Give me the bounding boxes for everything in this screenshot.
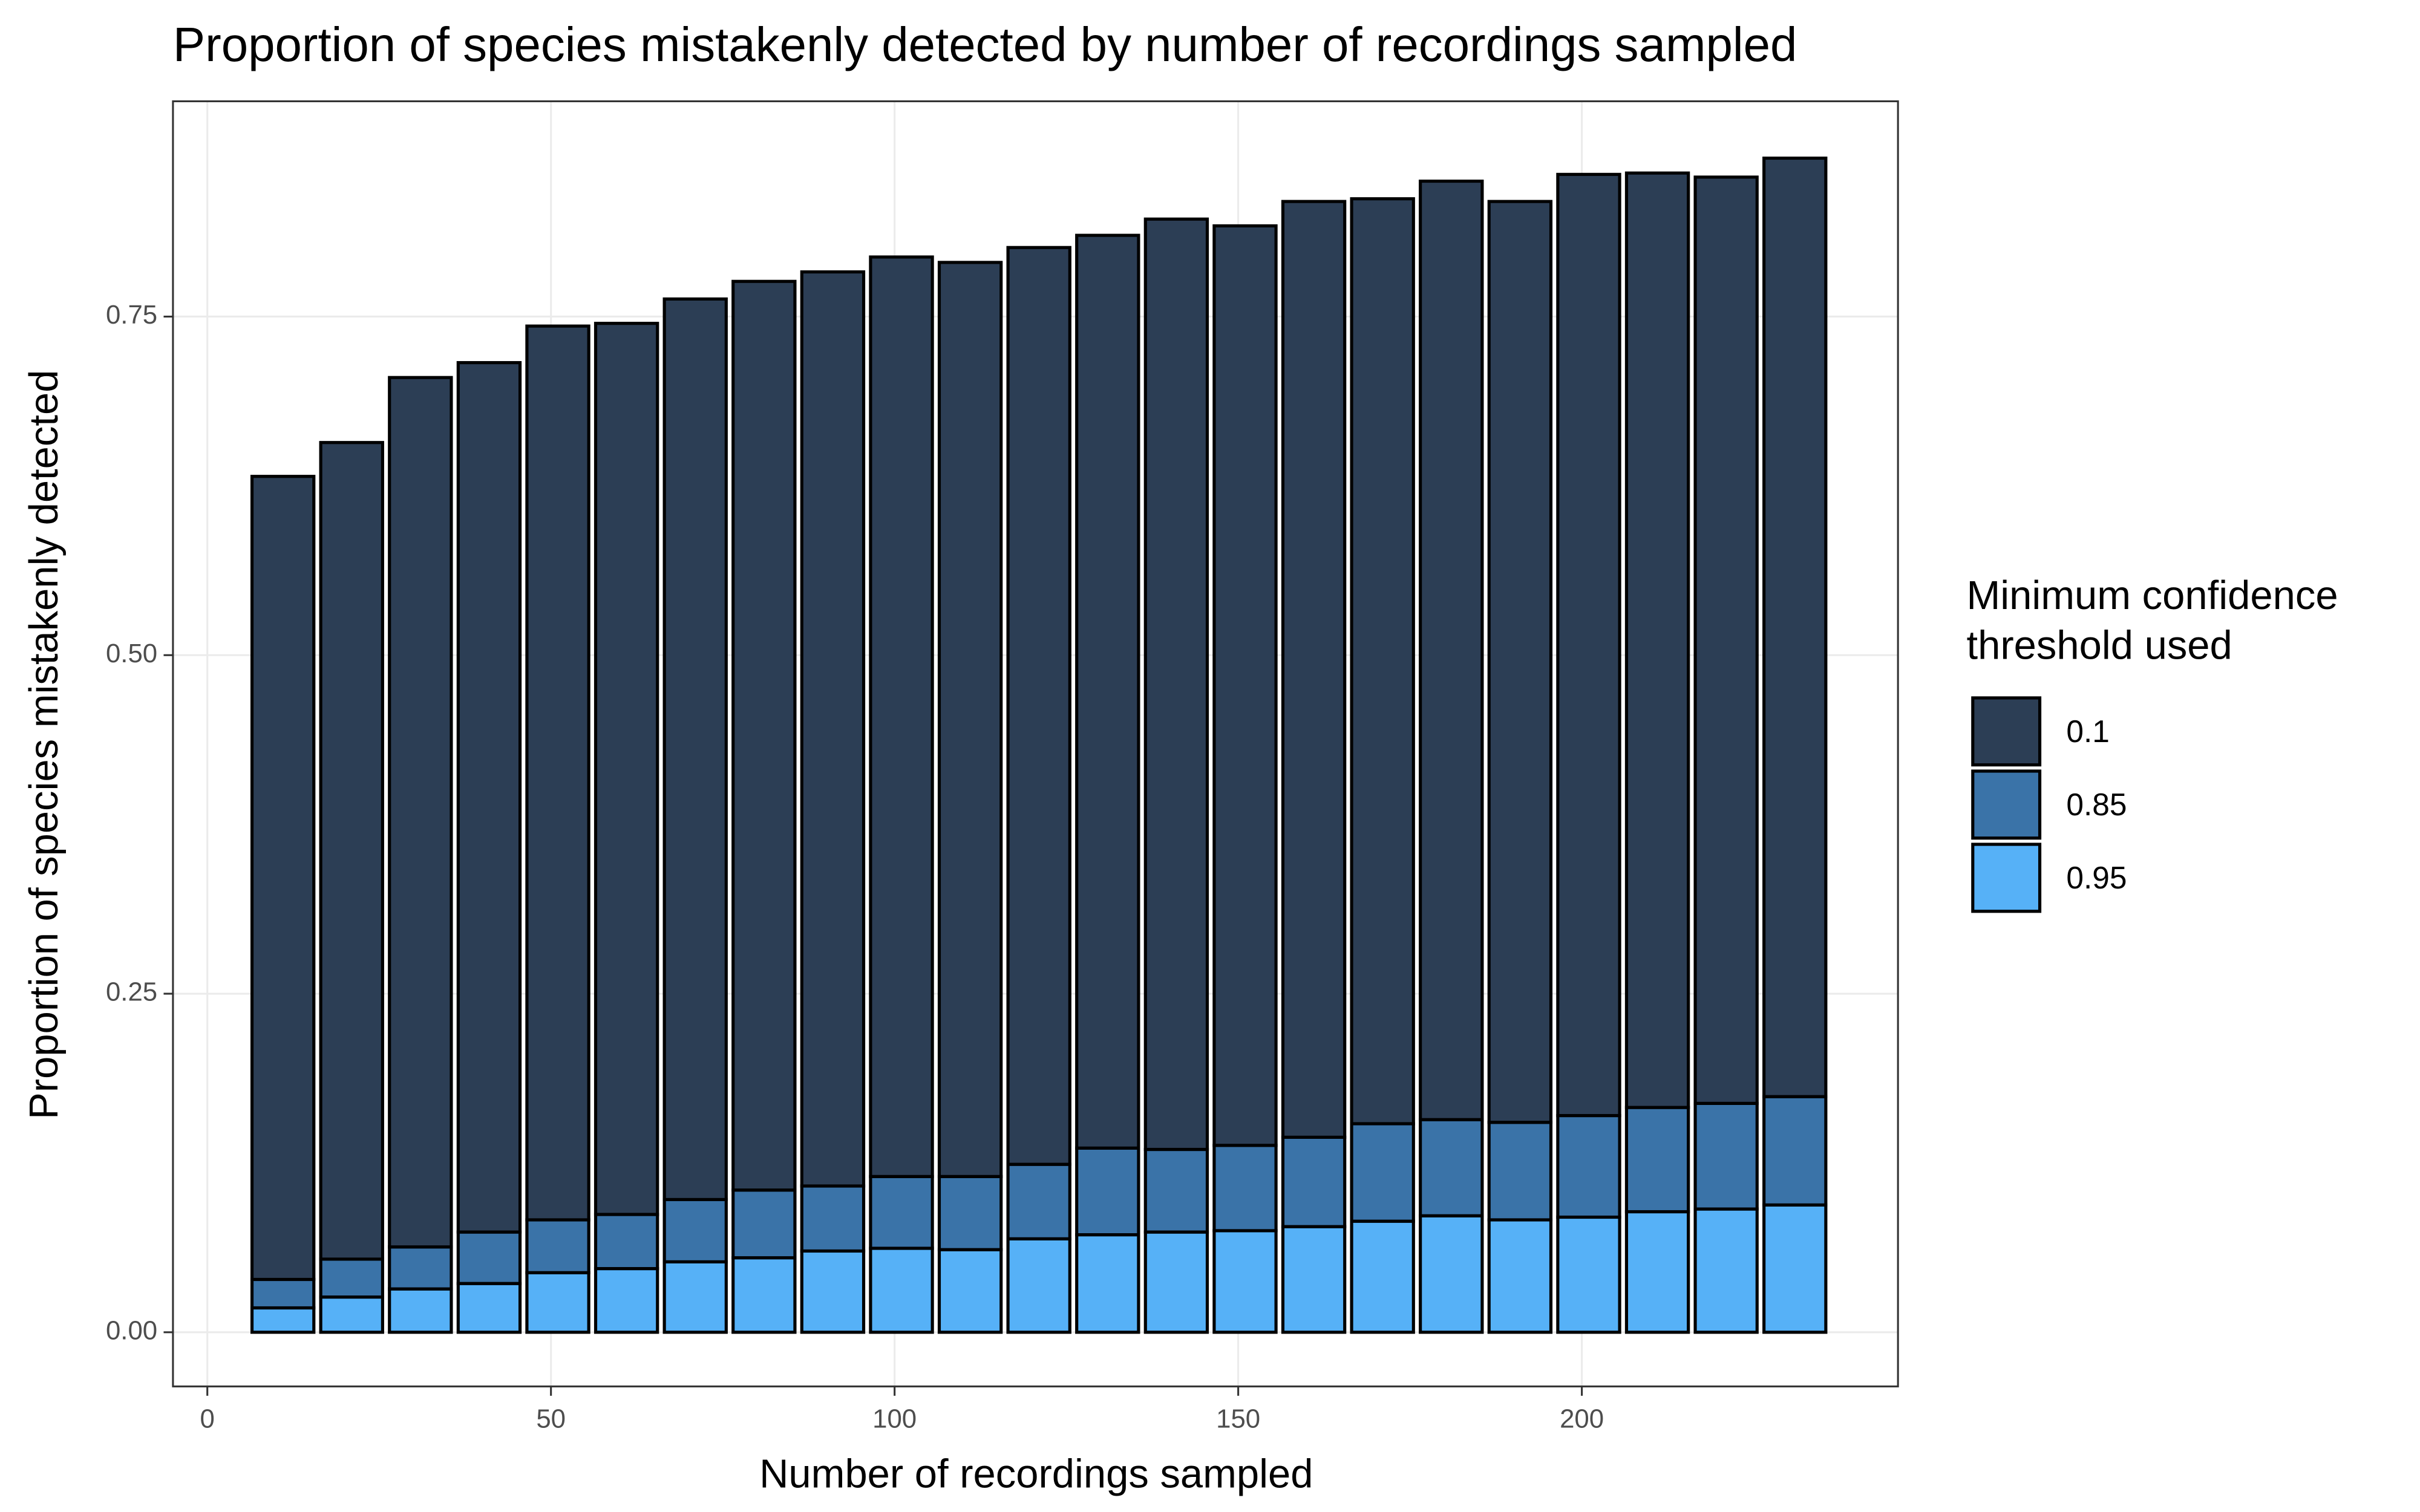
bar-segment [594,322,659,1216]
bar-segment [250,1277,316,1310]
bar-segment [319,1257,384,1299]
bar-segment [525,1218,590,1274]
bar-segment [1281,1135,1347,1228]
bar-segment [388,1245,453,1291]
bar-segment [1419,179,1484,1121]
bar-segment [1556,172,1621,1118]
bar-segment [800,1184,866,1253]
bar-segment [731,1188,797,1260]
bar-segment [937,261,1003,1178]
bar-segment [731,279,797,1192]
bar-segment [456,1230,522,1285]
bar-segment [1350,1219,1415,1334]
bar-segment [1143,217,1209,1152]
bar-segment [1212,224,1278,1147]
bar-segment [1693,1207,1759,1334]
bar-segment [250,475,316,1282]
plot-border [172,100,1899,1387]
y-axis-label: Proportion of species mistakenly detecte… [21,370,67,1119]
legend-label: 0.85 [2066,787,2127,822]
bar-segment [1143,1230,1209,1334]
bar-segment [1350,197,1415,1126]
x-tick-label: 200 [1560,1404,1604,1434]
bar-segment [456,1282,522,1334]
bar-segment [1075,233,1140,1150]
bar-segment [594,1213,659,1271]
y-tick-label: 0.25 [106,977,157,1007]
bar-segment [1143,1147,1209,1234]
bar-segment [1556,1215,1621,1334]
bar-segment [937,1175,1003,1251]
legend-swatch [1971,842,2042,913]
bar-segment [1281,1225,1347,1334]
bar-segment [662,1198,728,1263]
bar-segment [869,1175,934,1250]
bar-segment [1487,1218,1553,1334]
legend-swatch [1971,769,2042,840]
bar-segment [388,376,453,1249]
bar-segment [1487,200,1553,1124]
x-tick-label: 100 [872,1404,917,1434]
y-tick-label: 0.50 [106,639,157,668]
bar-segment [525,324,590,1222]
legend-swatch [1971,696,2042,767]
bar-segment [1762,156,1828,1098]
x-tick-label: 50 [536,1404,566,1434]
legend-title-box: Minimum confidence threshold used [1966,572,2338,668]
bar-segment [731,1256,797,1334]
bar-segment [662,297,728,1201]
bar-segment [1419,1214,1484,1334]
bar-segment [1624,1210,1690,1334]
bar-segment [525,1271,590,1334]
bar-segment [800,270,866,1188]
bar-segment [1075,1233,1140,1334]
legend-label: 0.1 [2066,714,2110,749]
bar-segment [1487,1121,1553,1222]
chart-title: Proportion of species mistakenly detecte… [173,18,1797,71]
x-tick-label: 150 [1216,1404,1260,1434]
x-axis-label: Number of recordings sampled [759,1451,1313,1496]
x-tick-label: 0 [200,1404,215,1434]
bar-segment [869,1246,934,1334]
bar-segment [1006,1162,1071,1240]
bar-segment [1281,200,1347,1139]
bar-segment [1762,1203,1828,1334]
bar-segment [456,361,522,1234]
bar-segment [800,1249,866,1334]
bar-segment [250,1306,316,1334]
bar-segment [1624,1106,1690,1214]
bar-segment [1624,171,1690,1109]
bar-segment [662,1260,728,1334]
bar-segment [319,441,384,1261]
bar-segment [1075,1146,1140,1237]
bar-segment [1350,1122,1415,1223]
legend-title: Minimum confidence threshold used [1966,572,2338,668]
bar-segment [594,1266,659,1334]
y-tick-label: 0.75 [106,300,157,330]
bar-segment [1762,1095,1828,1207]
bar-segment [869,255,934,1178]
legend-label: 0.95 [2066,860,2127,895]
bar-segment [1693,1101,1759,1211]
y-tick-label: 0.00 [106,1315,157,1345]
bar-segment [1693,175,1759,1105]
bar-segment [1006,1237,1071,1334]
bar-segment [319,1295,384,1334]
bar-segment [1212,1229,1278,1334]
bar-segment [1212,1144,1278,1233]
bar-segment [1419,1118,1484,1217]
bar-segment [1006,246,1071,1166]
bar-segment [1556,1113,1621,1219]
bar-segment [388,1287,453,1334]
bar-segment [937,1248,1003,1334]
